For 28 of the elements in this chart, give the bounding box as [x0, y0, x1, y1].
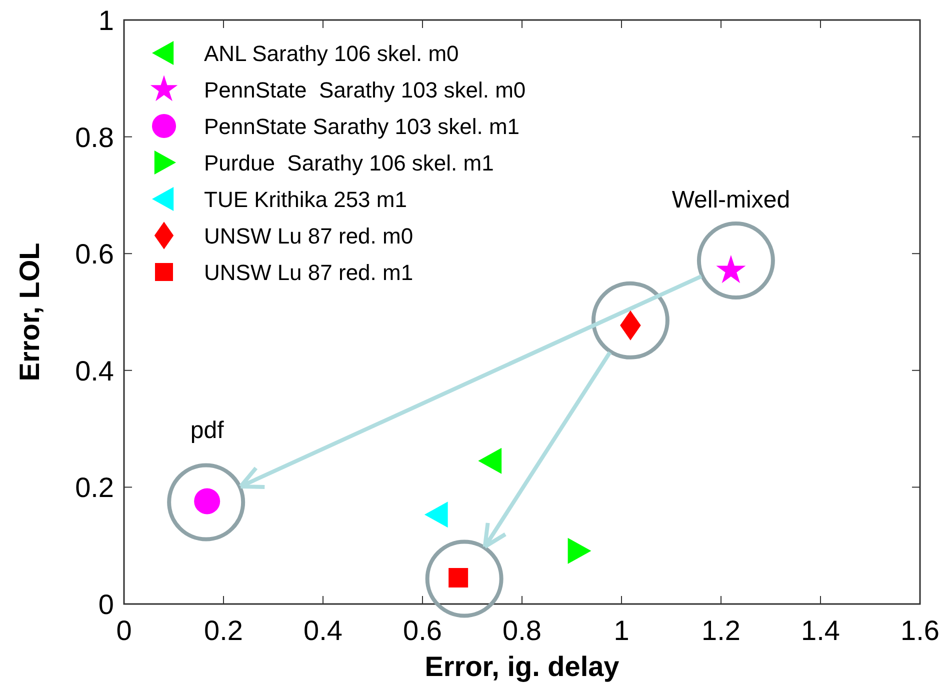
y-tick-label: 0.8	[75, 122, 114, 153]
legend-label: ANL Sarathy 106 skel. m0	[204, 41, 459, 66]
point	[478, 448, 502, 474]
point	[424, 502, 448, 528]
legend-label: UNSW Lu 87 red. m1	[204, 260, 414, 285]
x-axis-title: Error, ig. delay	[424, 651, 620, 682]
y-axis-title: Error, LOL	[14, 242, 45, 382]
annotation: pdf	[190, 417, 224, 444]
legend-label: PennState Sarathy 103 skel. m1	[204, 114, 520, 139]
legend-label: Purdue Sarathy 106 skel. m1	[204, 150, 494, 176]
x-tick-label: 1	[614, 615, 630, 646]
annotation: Well-mixed	[672, 186, 790, 214]
legend-label: PennState Sarathy 103 skel. m0	[204, 78, 526, 102]
x-tick-label: 0.6	[403, 615, 442, 646]
x-tick-label: 0.2	[204, 615, 243, 646]
y-tick-label: 0	[98, 589, 114, 620]
y-tick-label: 0.4	[75, 355, 114, 386]
y-tick-label: 0.2	[75, 472, 114, 504]
point	[568, 538, 592, 564]
x-tick-label: 0.4	[304, 615, 342, 646]
x-tick-label: 1.4	[801, 615, 840, 646]
x-tick-label: 1.2	[702, 615, 740, 646]
x-tick-label: 0.8	[502, 615, 542, 646]
y-tick-label: 1	[98, 5, 114, 36]
y-tick-label: 0.6	[75, 238, 114, 270]
legend-label: TUE Krithika 253 m1	[204, 187, 407, 212]
x-tick-label: 1.6	[900, 615, 940, 646]
legend-label: UNSW Lu 87 red. m0	[204, 224, 414, 248]
